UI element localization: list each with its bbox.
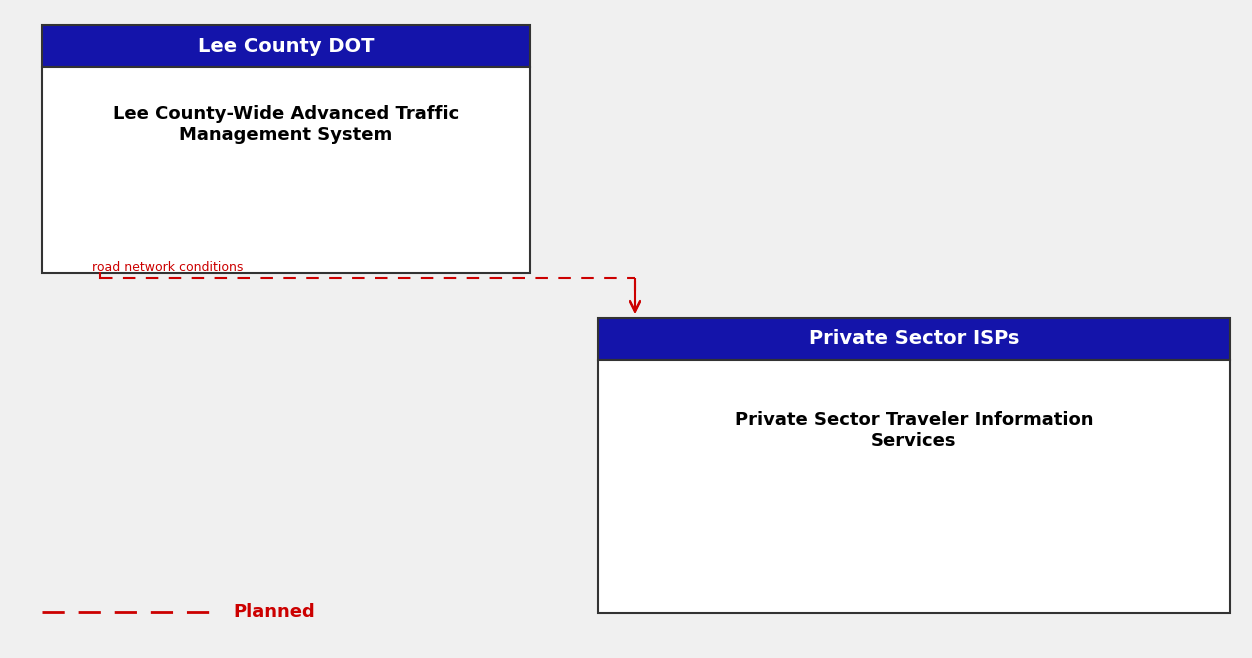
Bar <box>598 318 1229 360</box>
Bar <box>598 360 1229 613</box>
Text: Lee County DOT: Lee County DOT <box>198 36 374 55</box>
Text: Private Sector Traveler Information
Services: Private Sector Traveler Information Serv… <box>735 411 1093 450</box>
Text: Private Sector ISPs: Private Sector ISPs <box>809 330 1019 349</box>
Bar <box>43 67 530 273</box>
Bar <box>43 25 530 67</box>
Text: Planned: Planned <box>233 603 314 621</box>
Text: road network conditions: road network conditions <box>91 261 243 274</box>
Text: Lee County-Wide Advanced Traffic
Management System: Lee County-Wide Advanced Traffic Managem… <box>113 105 459 144</box>
